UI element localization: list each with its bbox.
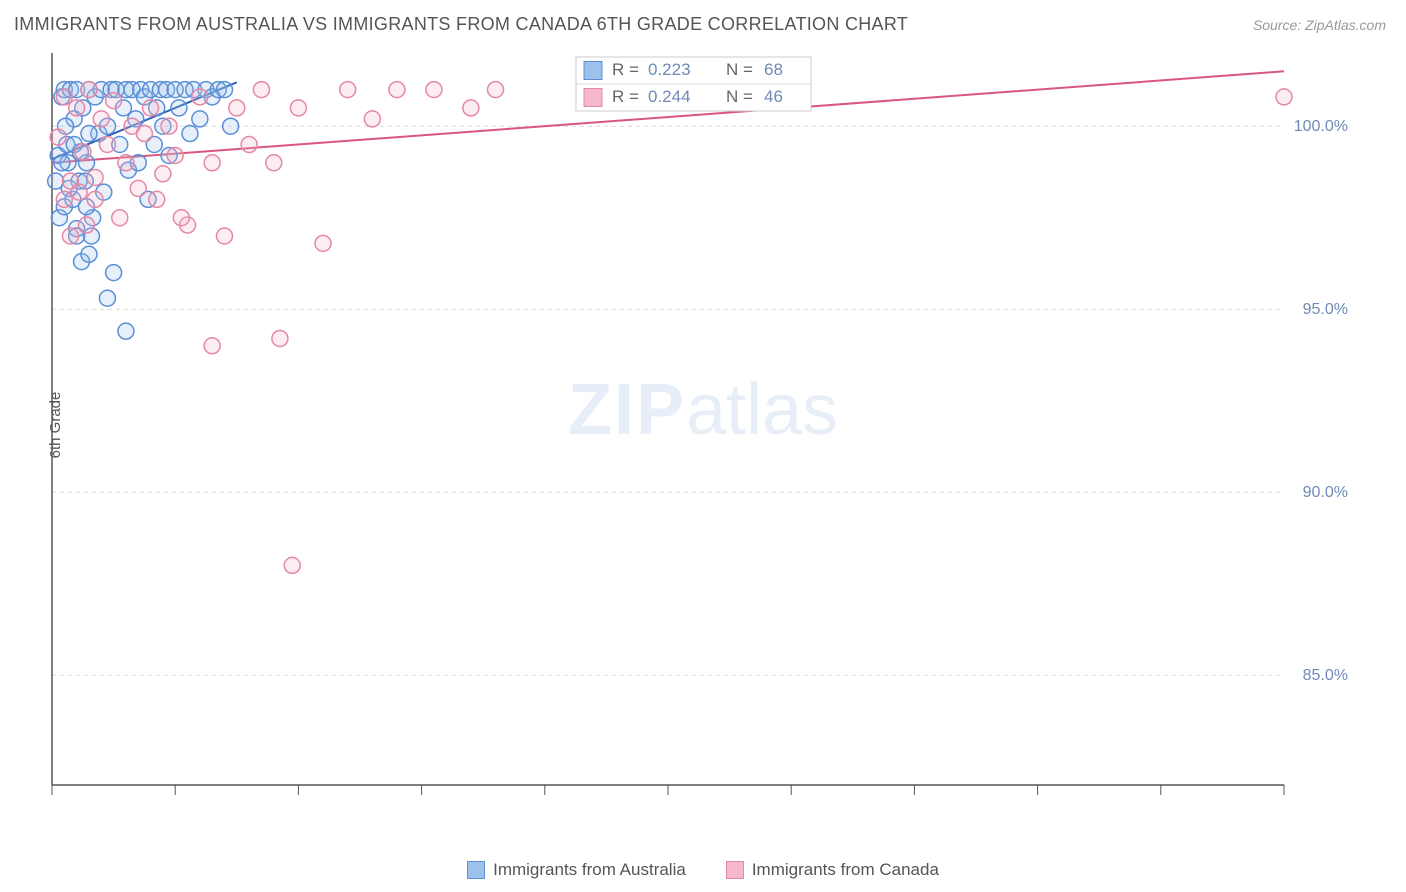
y-axis-label: 6th Grade <box>47 392 64 459</box>
svg-text:90.0%: 90.0% <box>1303 484 1348 501</box>
legend-swatch-australia <box>467 861 485 879</box>
svg-text:N =: N = <box>726 60 753 79</box>
legend-label-canada: Immigrants from Canada <box>752 860 939 880</box>
svg-text:68: 68 <box>764 60 783 79</box>
chart-container: 6th Grade 85.0%90.0%95.0%100.0%0.0%100.0… <box>14 45 1392 805</box>
legend-swatch-canada <box>726 861 744 879</box>
svg-text:85.0%: 85.0% <box>1303 667 1348 684</box>
source-label: Source: ZipAtlas.com <box>1253 17 1386 33</box>
svg-text:N =: N = <box>726 87 753 106</box>
svg-text:46: 46 <box>764 87 783 106</box>
svg-text:100.0%: 100.0% <box>1294 118 1348 135</box>
legend-item-australia: Immigrants from Australia <box>467 860 686 880</box>
svg-text:R =: R = <box>612 60 639 79</box>
svg-text:95.0%: 95.0% <box>1303 301 1348 318</box>
legend: Immigrants from Australia Immigrants fro… <box>0 860 1406 880</box>
legend-label-australia: Immigrants from Australia <box>493 860 686 880</box>
svg-text:0.244: 0.244 <box>648 87 691 106</box>
scatter-chart: 85.0%90.0%95.0%100.0%0.0%100.0%R =0.223N… <box>14 45 1354 805</box>
legend-item-canada: Immigrants from Canada <box>726 860 939 880</box>
svg-text:0.223: 0.223 <box>648 60 691 79</box>
svg-text:R =: R = <box>612 87 639 106</box>
chart-title: IMMIGRANTS FROM AUSTRALIA VS IMMIGRANTS … <box>14 14 908 35</box>
